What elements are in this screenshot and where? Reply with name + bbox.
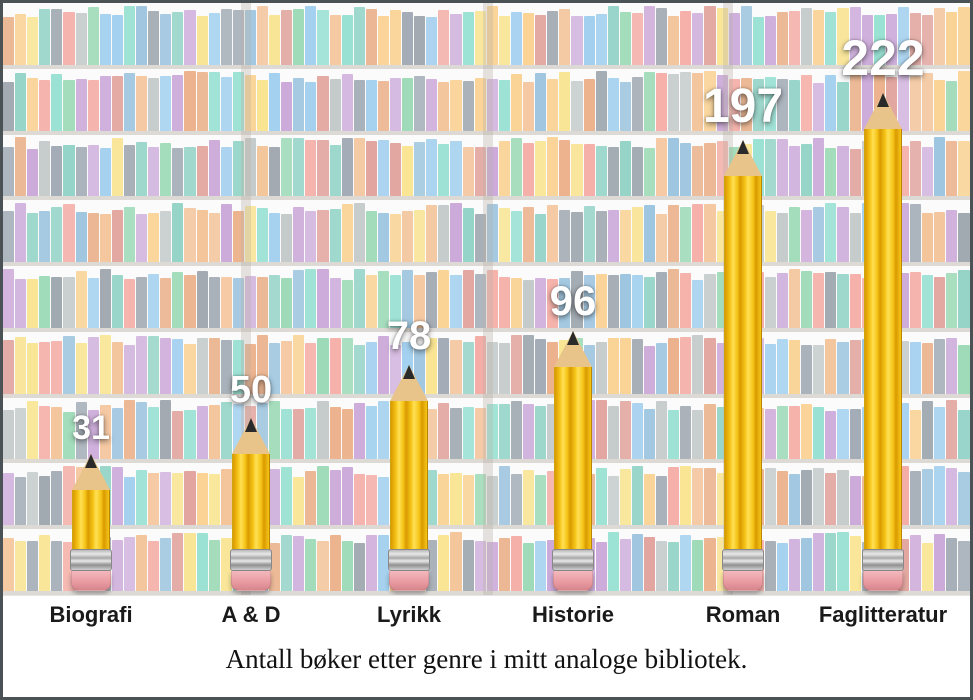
pencil-body [72, 490, 110, 549]
value-label: 96 [550, 277, 597, 325]
pencil-bar: 197 [683, 79, 803, 591]
pencil-body [390, 401, 428, 549]
pencil-icon [864, 93, 902, 591]
pencil-tip [864, 93, 902, 129]
pencil-eraser [389, 571, 429, 591]
pencil-eraser [553, 571, 593, 591]
pencil-body [724, 176, 762, 549]
value-label: 31 [72, 409, 110, 448]
pencil-bar: 50 [191, 369, 311, 591]
pencil-ferrule [722, 549, 764, 571]
pencil-ferrule [230, 549, 272, 571]
pencil-tip [554, 331, 592, 367]
category-label: Historie [493, 602, 653, 628]
pencil-ferrule [388, 549, 430, 571]
pencil-icon [554, 331, 592, 591]
category-label: Biografi [11, 602, 171, 628]
category-axis: BiografiA & DLyrikkHistorie RomanFaglitte… [3, 602, 970, 636]
pencil-icon [232, 418, 270, 591]
chart-frame: 31 50 78 96 197 222 BiografiA & DLyrikkHistor… [0, 0, 973, 700]
pencil-icon [724, 140, 762, 591]
pencil-tip [390, 365, 428, 401]
pencil-tip [232, 418, 270, 454]
pencil-body [864, 129, 902, 549]
category-label: Roman [663, 602, 823, 628]
category-label: Lyrikk [329, 602, 489, 628]
pencil-ferrule [70, 549, 112, 571]
chart-area: 31 50 78 96 197 222 [3, 3, 970, 595]
pencil-ferrule [552, 549, 594, 571]
pencil-bar: 78 [349, 314, 469, 591]
pencil-eraser [71, 571, 111, 591]
pencil-tip [724, 140, 762, 176]
category-label: Faglitteratur [803, 602, 963, 628]
pencil-icon [72, 454, 110, 591]
chart-caption: Antall bøker etter genre i mitt analoge … [3, 644, 970, 675]
pencil-body [554, 367, 592, 549]
value-label: 50 [230, 369, 272, 412]
pencil-eraser [723, 571, 763, 591]
value-label: 222 [841, 29, 924, 87]
pencil-bar: 222 [823, 29, 943, 591]
pencil-ferrule [862, 549, 904, 571]
value-label: 197 [703, 79, 783, 134]
pencil-eraser [231, 571, 271, 591]
pencil-bar: 96 [513, 277, 633, 591]
pencil-bar: 31 [31, 409, 151, 591]
pencil-icon [390, 365, 428, 591]
caption-area: BiografiA & DLyrikkHistorie RomanFaglitte… [3, 595, 970, 697]
category-label: A & D [171, 602, 331, 628]
pencil-tip [72, 454, 110, 490]
pencil-body [232, 454, 270, 549]
pencil-eraser [863, 571, 903, 591]
value-label: 78 [387, 314, 432, 359]
